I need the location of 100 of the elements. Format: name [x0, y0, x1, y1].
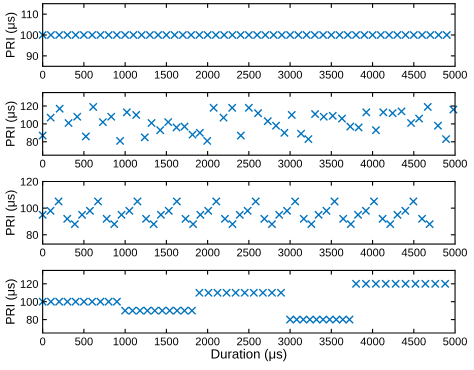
y-axis-title: PRI (μs) [6, 279, 18, 324]
point [268, 220, 276, 228]
x-tick-label: 1000 [114, 70, 138, 79]
point [243, 206, 252, 216]
x-tick-label: 4000 [360, 160, 384, 168]
x-tick-label: 3500 [319, 70, 344, 79]
point [164, 118, 173, 126]
y-axis-title: PRI (μs) [6, 190, 18, 235]
point [133, 197, 142, 206]
point [204, 206, 213, 216]
x-tick-label: 1500 [154, 160, 178, 168]
point [78, 210, 86, 220]
point [400, 206, 410, 216]
point [156, 210, 166, 220]
x-tick-label: 3000 [278, 337, 302, 346]
point [338, 214, 348, 224]
point [46, 113, 56, 122]
y-tick-label: 80 [26, 316, 38, 324]
x-tick-label: 4500 [402, 248, 426, 256]
point [346, 220, 356, 228]
point [228, 103, 237, 112]
x-tick-label: 2000 [196, 70, 220, 79]
point [147, 118, 156, 128]
point [188, 220, 198, 228]
x-tick-label: 1000 [114, 160, 138, 168]
point [354, 210, 362, 220]
y-tick-label: 100 [20, 298, 38, 306]
x-tick-label: 4500 [402, 70, 426, 79]
point [55, 104, 64, 114]
point [272, 121, 280, 130]
point [72, 112, 82, 122]
y-tick-label: 120 [20, 102, 38, 110]
point [102, 214, 112, 224]
point [418, 214, 426, 224]
x-tick-label: 3000 [278, 160, 302, 168]
point [106, 112, 116, 122]
point [149, 220, 158, 228]
y-tick-label: 120 [20, 280, 38, 288]
point [64, 118, 73, 128]
y-tick-label: 100 [20, 31, 38, 40]
x-tick-label: 5000 [443, 248, 467, 256]
point [442, 134, 450, 144]
point [46, 206, 55, 216]
y-axis-title: PRI (μs) [6, 12, 18, 58]
point [386, 220, 395, 228]
point [322, 206, 331, 216]
point [172, 197, 182, 206]
point [82, 132, 90, 141]
point [434, 121, 442, 130]
point [86, 206, 94, 216]
point [362, 108, 371, 117]
point [98, 118, 108, 126]
x-tick-label: 2500 [237, 248, 261, 256]
point [260, 214, 269, 224]
y-tick-label: 100 [20, 204, 38, 212]
x-tick-label: 500 [75, 248, 93, 256]
point [393, 210, 402, 220]
point [414, 114, 424, 123]
point [362, 206, 370, 216]
point [117, 210, 126, 220]
point [296, 129, 306, 138]
x-tick-label: 0 [40, 70, 46, 79]
point [236, 131, 246, 140]
point [202, 136, 212, 146]
point [290, 197, 300, 206]
point [254, 108, 262, 118]
x-tick-label: 500 [75, 337, 93, 346]
point [263, 116, 272, 126]
x-tick-label: 4500 [402, 337, 426, 346]
point [54, 197, 63, 206]
point [306, 220, 316, 228]
x-tick-label: 1500 [154, 337, 178, 346]
point [220, 214, 230, 224]
y-tick-label: 80 [26, 231, 38, 239]
x-tick-label: 4500 [402, 160, 426, 168]
point [219, 113, 228, 122]
point [38, 210, 48, 220]
point [212, 197, 221, 206]
point [314, 210, 323, 220]
point [409, 197, 418, 206]
x-tick-label: 2500 [237, 337, 261, 346]
point [406, 118, 416, 128]
x-tick-label: 4000 [360, 248, 384, 256]
point [280, 128, 289, 138]
point [274, 210, 284, 220]
point [88, 102, 98, 112]
x-tick-label: 4000 [360, 70, 384, 79]
point [304, 134, 313, 144]
y-tick-label: 120 [20, 178, 38, 186]
y-tick-label: 110 [22, 10, 38, 18]
point [196, 210, 205, 220]
point [425, 220, 434, 228]
x-tick-label: 5000 [443, 70, 467, 79]
x-tick-label: 5000 [443, 160, 467, 168]
x-tick-label: 2000 [196, 337, 220, 346]
y-axis-title: PRI (μs) [6, 102, 18, 146]
x-tick-label: 3000 [278, 248, 302, 256]
point [164, 206, 174, 216]
point [299, 214, 308, 224]
point [370, 197, 378, 206]
